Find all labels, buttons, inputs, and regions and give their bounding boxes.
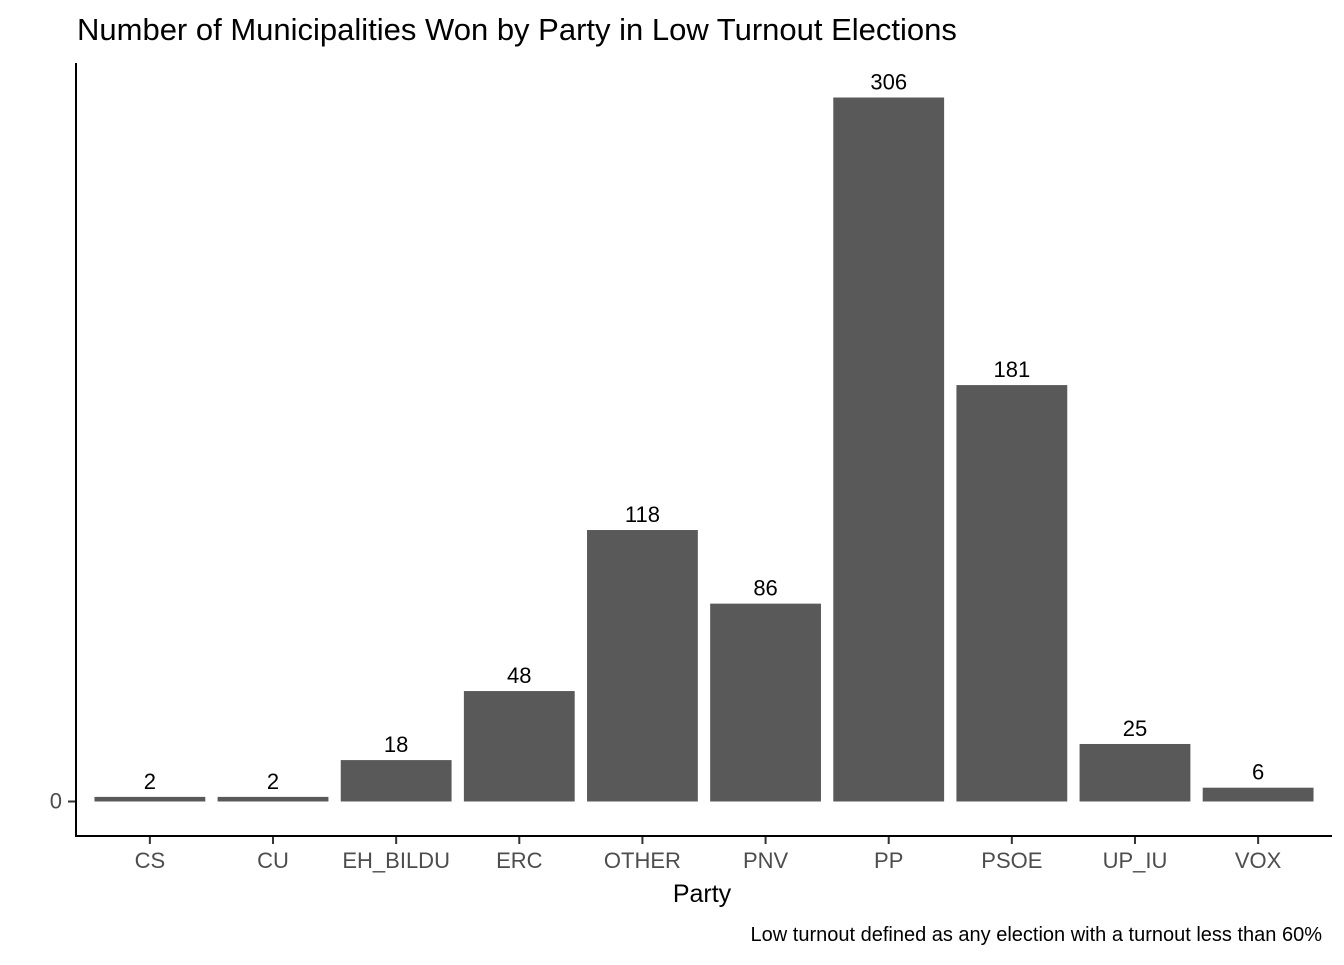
bar-psoe: [956, 385, 1068, 802]
x-tick-label: PSOE: [981, 848, 1042, 873]
chart-caption: Low turnout defined as any election with…: [751, 924, 1323, 946]
bar-pp: [833, 97, 945, 802]
data-label: 86: [753, 576, 777, 601]
bar-vox: [1202, 787, 1314, 802]
x-axis-title: Party: [673, 880, 732, 908]
bar-up-iu: [1079, 743, 1191, 802]
x-tick-label: ERC: [496, 848, 543, 873]
y-tick-label: 0: [50, 788, 62, 813]
x-tick-label: UP_IU: [1103, 848, 1168, 873]
data-label: 118: [625, 502, 660, 527]
data-label: 48: [507, 663, 531, 688]
bar-cu: [217, 796, 329, 802]
bar-eh-bildu: [340, 760, 452, 802]
bar-pnv: [710, 603, 821, 802]
data-label: 181: [993, 357, 1030, 382]
x-tick-label: PP: [874, 848, 903, 873]
bar-erc: [463, 691, 575, 802]
bar-cs: [94, 796, 206, 802]
x-tick-label: CU: [257, 848, 289, 873]
data-label: 25: [1123, 716, 1147, 741]
x-tick-label: CS: [135, 848, 166, 873]
x-tick-label: EH_BILDU: [342, 848, 450, 873]
x-tick-label: OTHER: [604, 848, 681, 873]
data-label: 2: [267, 769, 279, 794]
x-tick-label: PNV: [743, 848, 789, 873]
x-tick-label: VOX: [1235, 848, 1282, 873]
data-label: 18: [384, 732, 408, 757]
chart-title: Number of Municipalities Won by Party in…: [77, 12, 957, 47]
plot-area: 2 CS 2 CU 18 EH_BILDU 48 ERC 118 OTHER 86 PNV 306 PP 1…: [50, 70, 1314, 873]
data-label: 2: [144, 769, 156, 794]
bar-other: [587, 530, 698, 802]
data-label: 6: [1252, 760, 1264, 785]
data-label: 306: [870, 70, 907, 95]
